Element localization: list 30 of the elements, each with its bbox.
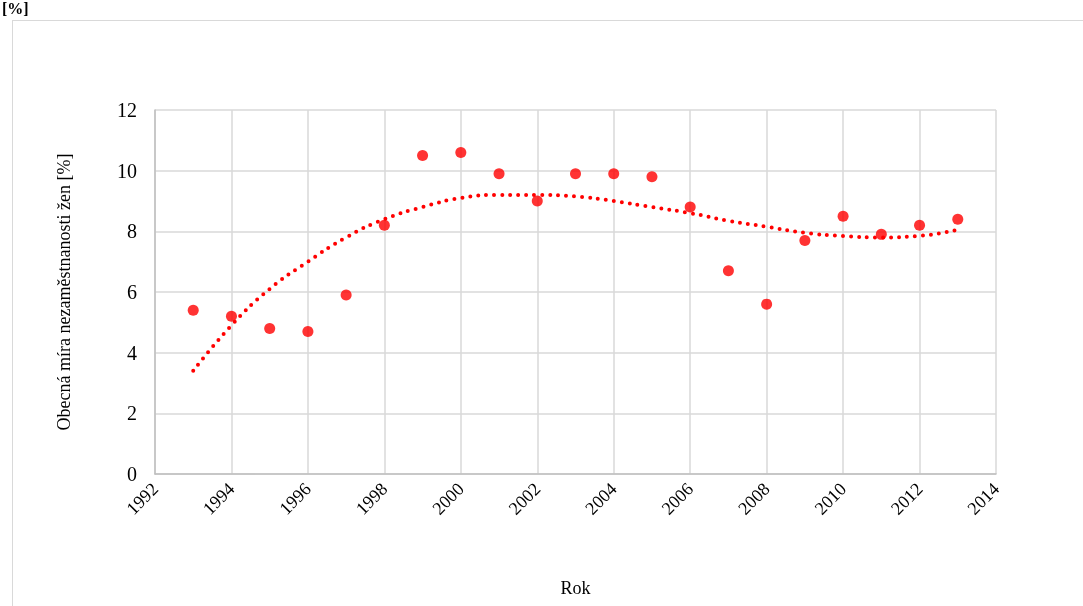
point bbox=[493, 168, 505, 180]
point bbox=[914, 219, 926, 231]
point bbox=[684, 201, 696, 213]
point bbox=[302, 325, 314, 337]
point bbox=[264, 322, 276, 334]
point bbox=[378, 219, 390, 231]
point bbox=[531, 195, 543, 207]
text: [%] bbox=[2, 0, 29, 18]
point bbox=[225, 310, 237, 322]
y-axis-title: Obecná míra nezaměstnanosti žen [%] bbox=[54, 153, 74, 431]
y-tick-label: 12 bbox=[117, 99, 137, 121]
point bbox=[722, 265, 734, 277]
y-tick-label: 10 bbox=[117, 159, 137, 182]
y-tick-label: 0 bbox=[127, 463, 137, 485]
point bbox=[799, 234, 811, 246]
point bbox=[608, 168, 620, 180]
point bbox=[837, 210, 849, 222]
point bbox=[187, 304, 199, 316]
point bbox=[761, 298, 773, 310]
y-tick-label: 4 bbox=[127, 341, 137, 364]
y-tick-label: 8 bbox=[127, 220, 137, 243]
point bbox=[646, 171, 658, 183]
point bbox=[952, 213, 964, 225]
x-axis-title: Rok bbox=[560, 578, 591, 598]
point bbox=[417, 150, 429, 161]
y-tick-label: 6 bbox=[127, 281, 137, 303]
point bbox=[570, 168, 581, 180]
y-tick-label: 2 bbox=[127, 402, 137, 425]
point bbox=[340, 289, 352, 301]
point bbox=[455, 146, 467, 158]
